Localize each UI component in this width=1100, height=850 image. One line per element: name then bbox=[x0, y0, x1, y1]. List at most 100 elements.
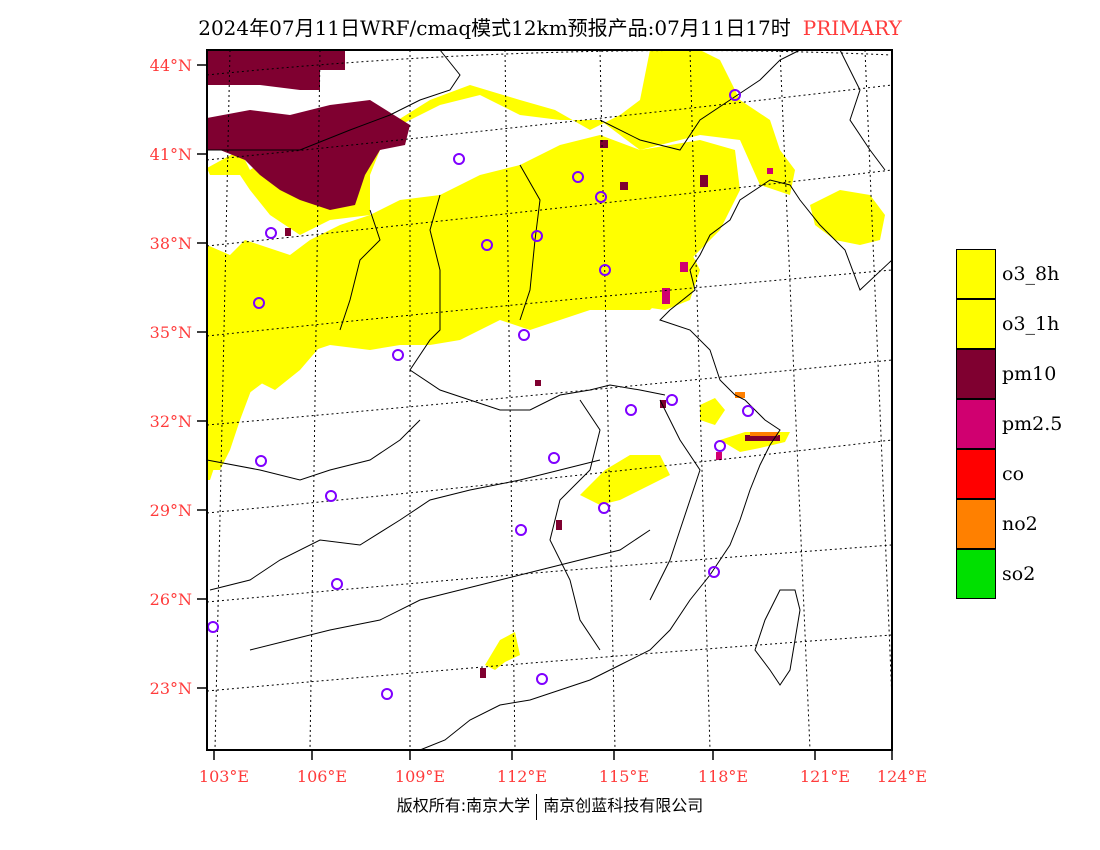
province-boundaries bbox=[206, 49, 893, 751]
legend-swatch bbox=[956, 299, 996, 349]
lon-label-115e: 115°E bbox=[598, 767, 650, 786]
border-e bbox=[209, 459, 601, 591]
title-text: 2024年07月11日WRF/cmaq模式12km预报产品:07月11日17时 bbox=[198, 16, 791, 40]
map-title: 2024年07月11日WRF/cmaq模式12km预报产品:07月11日17时 P… bbox=[0, 12, 1100, 41]
legend-swatch bbox=[956, 499, 996, 549]
station-marker bbox=[595, 191, 607, 203]
pm10-patch-c bbox=[600, 140, 608, 148]
border-a bbox=[409, 194, 666, 411]
lat-label-41n: 41°N bbox=[149, 145, 192, 164]
separator bbox=[536, 793, 538, 820]
pm25-patch-b bbox=[680, 262, 688, 272]
station-marker bbox=[381, 688, 393, 700]
lon-label-124e: 124°E bbox=[876, 767, 928, 786]
parallel-35n bbox=[206, 269, 893, 337]
border-north bbox=[207, 49, 461, 151]
station-marker bbox=[548, 452, 560, 464]
o3-area-south bbox=[580, 455, 670, 505]
pm10-area-northwest bbox=[207, 50, 345, 90]
coastline bbox=[419, 179, 893, 751]
station-marker bbox=[392, 349, 404, 361]
graticule bbox=[206, 49, 893, 751]
lat-label-23n: 23°N bbox=[149, 679, 192, 698]
parallel-29n bbox=[206, 439, 893, 514]
axis-ticks bbox=[197, 64, 893, 760]
legend-swatch bbox=[956, 449, 996, 499]
pm25-patch-d bbox=[767, 168, 773, 174]
station-marker bbox=[207, 621, 219, 633]
pm10-area-inner-mongolia bbox=[207, 100, 410, 210]
pm10-patch-i bbox=[285, 228, 291, 236]
legend-swatch bbox=[956, 249, 996, 299]
pollutant-fields bbox=[207, 50, 885, 678]
meridian-118e bbox=[689, 49, 711, 751]
meridian-124e bbox=[864, 49, 893, 701]
meridian-103e bbox=[214, 49, 231, 751]
pm10-patch-h bbox=[745, 435, 780, 441]
station-marker bbox=[515, 524, 527, 536]
station-marker bbox=[518, 329, 530, 341]
pm25-patch-c bbox=[716, 452, 722, 460]
copyright-footer: 版权所有:南京大学 南京创蓝科技有限公司 bbox=[0, 792, 1100, 820]
station-marker bbox=[481, 239, 493, 251]
legend-label: o3_8h bbox=[1002, 263, 1060, 285]
lat-label-38n: 38°N bbox=[149, 234, 192, 253]
meridian-112e bbox=[504, 49, 516, 751]
pm10-patch-e bbox=[556, 520, 562, 530]
station-marker bbox=[265, 227, 277, 239]
border-j bbox=[839, 49, 886, 171]
station-marker bbox=[742, 405, 754, 417]
station-marker bbox=[708, 566, 720, 578]
legend-swatch bbox=[956, 549, 996, 599]
station-marker bbox=[453, 153, 465, 165]
no2-patch-b bbox=[750, 432, 778, 436]
station-marker bbox=[714, 440, 726, 452]
o3-area-central bbox=[207, 135, 740, 480]
station-marker bbox=[531, 230, 543, 242]
lon-label-109e: 109°E bbox=[394, 767, 446, 786]
pm10-patch-g bbox=[700, 175, 708, 187]
station-markers bbox=[207, 89, 754, 700]
pm10-patch-b bbox=[660, 400, 666, 408]
map-frame bbox=[206, 49, 893, 751]
station-marker bbox=[572, 171, 584, 183]
pm10-patch-d bbox=[620, 182, 628, 190]
pm10-patch-f bbox=[480, 668, 486, 678]
lon-label-118e: 118°E bbox=[697, 767, 749, 786]
lat-label-35n: 35°N bbox=[149, 323, 192, 342]
border-f bbox=[249, 529, 651, 651]
lat-label-26n: 26°N bbox=[149, 590, 192, 609]
station-marker bbox=[666, 394, 678, 406]
meridian-106e bbox=[309, 49, 321, 751]
border-i bbox=[599, 49, 801, 151]
parallel-41n bbox=[206, 84, 893, 161]
meridian-115e bbox=[599, 49, 616, 751]
station-marker bbox=[598, 502, 610, 514]
legend-label: co bbox=[1002, 463, 1025, 485]
legend-swatch bbox=[956, 349, 996, 399]
lon-label-106e: 106°E bbox=[296, 767, 348, 786]
legend-swatch bbox=[956, 399, 996, 449]
pm25-patch-a bbox=[662, 288, 670, 304]
o3-area-east bbox=[700, 398, 725, 425]
taiwan-outline bbox=[754, 589, 801, 686]
pm10-patch-a bbox=[535, 380, 541, 386]
station-marker bbox=[536, 673, 548, 685]
station-marker bbox=[325, 490, 337, 502]
border-h bbox=[649, 399, 701, 601]
legend-label: no2 bbox=[1002, 513, 1038, 535]
border-d bbox=[206, 419, 421, 481]
copyright-right: 南京创蓝科技有限公司 bbox=[543, 796, 704, 815]
meridian-121e bbox=[779, 49, 811, 751]
station-marker bbox=[599, 264, 611, 276]
title-tag: PRIMARY bbox=[802, 16, 902, 40]
parallel-23n bbox=[206, 634, 893, 692]
legend-label: o3_1h bbox=[1002, 313, 1060, 335]
lat-label-32n: 32°N bbox=[149, 412, 192, 431]
station-marker bbox=[255, 455, 267, 467]
legend-label: pm10 bbox=[1002, 363, 1057, 385]
border-c bbox=[339, 209, 381, 331]
lat-label-29n: 29°N bbox=[149, 501, 192, 520]
lat-label-44n: 44°N bbox=[149, 56, 192, 75]
